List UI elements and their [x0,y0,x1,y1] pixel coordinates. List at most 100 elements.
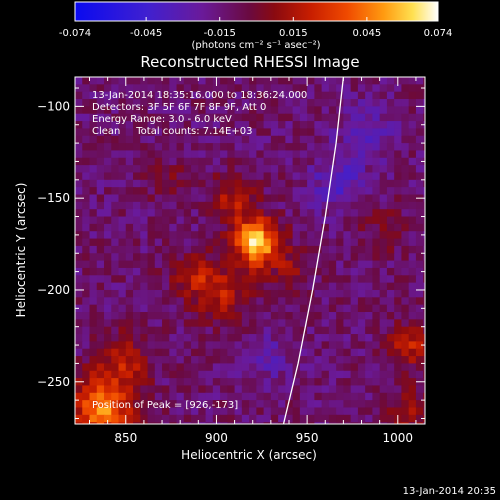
heatmap-cell [379,165,388,174]
heatmap-cell [292,422,301,424]
heatmap-cell [343,77,352,85]
heatmap-cell [321,150,330,159]
heatmap-cell [263,363,272,372]
heatmap-cell [249,414,257,423]
heatmap-cell [75,312,83,320]
heatmap-cell [111,150,120,159]
heatmap-cell [169,326,178,335]
heatmap-cell [379,245,388,254]
heatmap-cell [423,179,425,188]
heatmap-cell [118,216,127,225]
heatmap-cell [82,319,91,328]
heatmap-cell [270,334,279,342]
heatmap-cell [285,334,294,342]
annotation-time-range: 13-Jan-2014 18:35:16.000 to 18:36:24.000 [92,90,307,101]
heatmap-cell [270,216,279,225]
heatmap-cell [198,201,207,210]
heatmap-cell [321,385,330,394]
heatmap-cell [176,289,185,298]
heatmap-cell [321,392,330,401]
heatmap-cell [328,77,337,85]
heatmap-cell [220,407,228,416]
heatmap-cell [205,385,214,394]
heatmap-cell [292,378,301,387]
heatmap-cell [104,275,112,284]
heatmap-cell [234,400,243,409]
heatmap-cell [270,400,279,409]
heatmap-cell [270,223,279,232]
heatmap-cell [278,297,286,306]
heatmap-cell [263,253,272,262]
heatmap-cell [96,348,105,357]
heatmap-cell [430,253,438,261]
heatmap-cell [227,179,236,188]
heatmap-cell [234,378,243,387]
heatmap-cell [198,282,207,291]
heatmap-cell [321,275,330,284]
heatmap-cell [169,84,178,93]
heatmap-cell [386,172,395,181]
heatmap-cell [401,128,410,137]
heatmap-cell [118,165,127,174]
heatmap-cell [401,334,410,342]
heatmap-cell [357,245,366,254]
heatmap-cell [118,356,127,365]
heatmap-cell [96,356,105,365]
heatmap-cell [191,194,199,203]
heatmap-cell [343,260,352,269]
heatmap-cell [350,121,359,129]
heatmap-cell [328,128,337,137]
heatmap-cell [118,341,127,350]
heatmap-cell [350,385,359,394]
heatmap-cell [299,209,308,218]
heatmap-cell [249,407,257,416]
heatmap-cell [82,238,91,247]
heatmap-cell [169,238,178,247]
heatmap-cell [96,297,105,306]
heatmap-cell [183,341,192,350]
heatmap-cell [256,231,265,240]
heatmap-cell [278,99,286,107]
heatmap-cell [372,238,381,247]
heatmap-cell [415,304,424,313]
heatmap-cell [328,422,337,424]
heatmap-cell [162,84,170,93]
heatmap-cell [314,260,323,269]
heatmap-cell [162,407,170,416]
heatmap-cell [379,121,388,129]
heatmap-cell [357,282,366,291]
heatmap-cell [336,356,344,365]
heatmap-cell [220,77,228,85]
heatmap-cell [183,179,192,188]
heatmap-cell [162,143,170,152]
heatmap-cell [104,231,112,240]
heatmap-cell [365,378,374,387]
heatmap-cell [154,267,163,276]
heatmap-cell [227,392,236,401]
heatmap-cell [220,400,228,409]
heatmap-cell [162,223,170,232]
heatmap-cell [343,253,352,262]
heatmap-cell [234,187,243,196]
heatmap-cell [133,341,141,350]
heatmap-cell [350,209,359,218]
heatmap-cell [125,143,134,152]
heatmap-cell [357,348,366,357]
heatmap-cell [299,77,308,85]
heatmap-cell [191,113,199,122]
heatmap-cell [154,348,163,357]
heatmap-cell [227,414,236,423]
heatmap-cell [299,194,308,203]
heatmap-cell [314,165,323,174]
heatmap-cell [423,326,425,335]
heatmap-cell [256,135,265,144]
heatmap-cell [169,363,178,372]
heatmap-cell [241,231,250,240]
heatmap-cell [408,348,417,357]
heatmap-cell [140,289,149,298]
heatmap-cell [198,216,207,225]
heatmap-cell [336,422,344,424]
heatmap-cell [96,135,105,144]
heatmap-cell [278,106,286,115]
heatmap-cell [241,334,250,342]
